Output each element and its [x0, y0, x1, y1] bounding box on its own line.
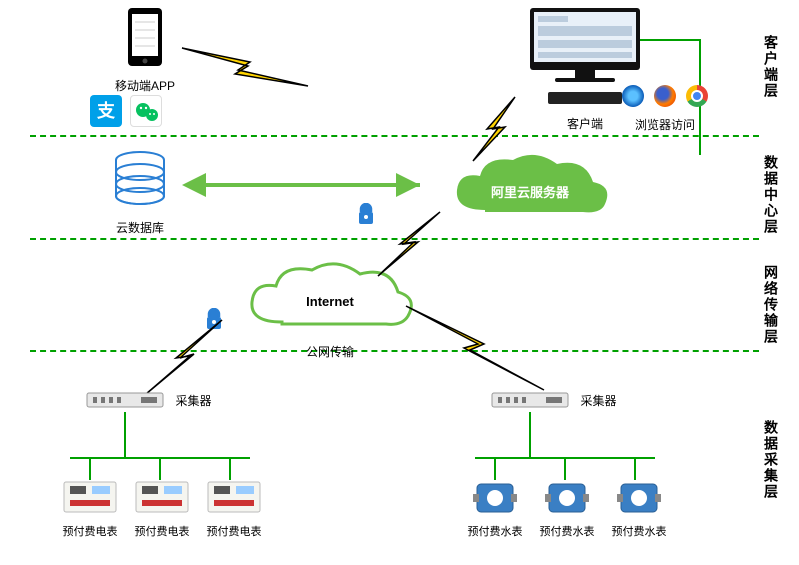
mobile-app-node: 移动端APP	[115, 8, 175, 94]
internet-label: Internet	[235, 294, 425, 309]
aliyun-label: 阿里云服务器	[440, 182, 620, 201]
monitor-icon	[520, 8, 650, 88]
emeter-3: 预付费电表	[204, 480, 264, 539]
wmeter-3-label: 预付费水表	[609, 523, 669, 539]
collector-1-label: 采集器	[175, 392, 211, 409]
collector-2-node: 采集器	[490, 388, 620, 416]
chrome-icon	[686, 85, 708, 107]
firefox-icon	[654, 85, 676, 107]
mobile-app-label: 移动端APP	[115, 77, 175, 94]
wmeter-2: 预付费水表	[537, 480, 597, 539]
bolt-1	[180, 40, 310, 100]
internet-sub-label: 公网传输	[235, 343, 425, 360]
emeter-2: 预付费电表	[132, 480, 192, 539]
emeter-1: 预付费电表	[60, 480, 120, 539]
collector-icon	[490, 389, 570, 411]
payment-icons: 支	[90, 95, 162, 127]
collector-icon	[85, 389, 165, 411]
bolt-4	[140, 318, 240, 398]
collector-1-node: 采集器	[85, 388, 215, 416]
phone-icon	[126, 8, 164, 68]
wmeter-2-label: 预付费水表	[537, 523, 597, 539]
layer-label-network: 网络传输层	[761, 265, 781, 345]
emeters-row: 预付费电表 预付费电表 预付费电表	[60, 480, 264, 539]
wmeters-row: 预付费水表 预付费水表 预付费水表	[465, 480, 669, 539]
browsers-label: 浏览器访问	[590, 116, 740, 133]
layer-label-data: 数据中心层	[761, 155, 781, 235]
emeter-1-label: 预付费电表	[60, 523, 120, 539]
divider-1	[30, 135, 759, 137]
bolt-2	[465, 95, 535, 165]
emeter-3-label: 预付费电表	[204, 523, 264, 539]
layer-label-collect: 数据采集层	[761, 420, 781, 500]
bolt-5	[400, 300, 550, 400]
alipay-icon: 支	[90, 95, 122, 127]
collector-2-label: 采集器	[580, 392, 616, 409]
wmeter-1-label: 预付费水表	[465, 523, 525, 539]
bolt-3	[370, 210, 460, 280]
database-label: 云数据库	[100, 219, 180, 236]
browsers-node: 浏览器访问	[590, 85, 740, 133]
layer-label-client: 客户端层	[761, 35, 781, 99]
ie-icon	[622, 85, 644, 107]
emeter-2-label: 预付费电表	[132, 523, 192, 539]
database-node: 云数据库	[100, 150, 180, 236]
database-icon	[110, 150, 170, 210]
wmeter-3: 预付费水表	[609, 480, 669, 539]
wmeter-1: 预付费水表	[465, 480, 525, 539]
wechat-icon	[130, 95, 162, 127]
